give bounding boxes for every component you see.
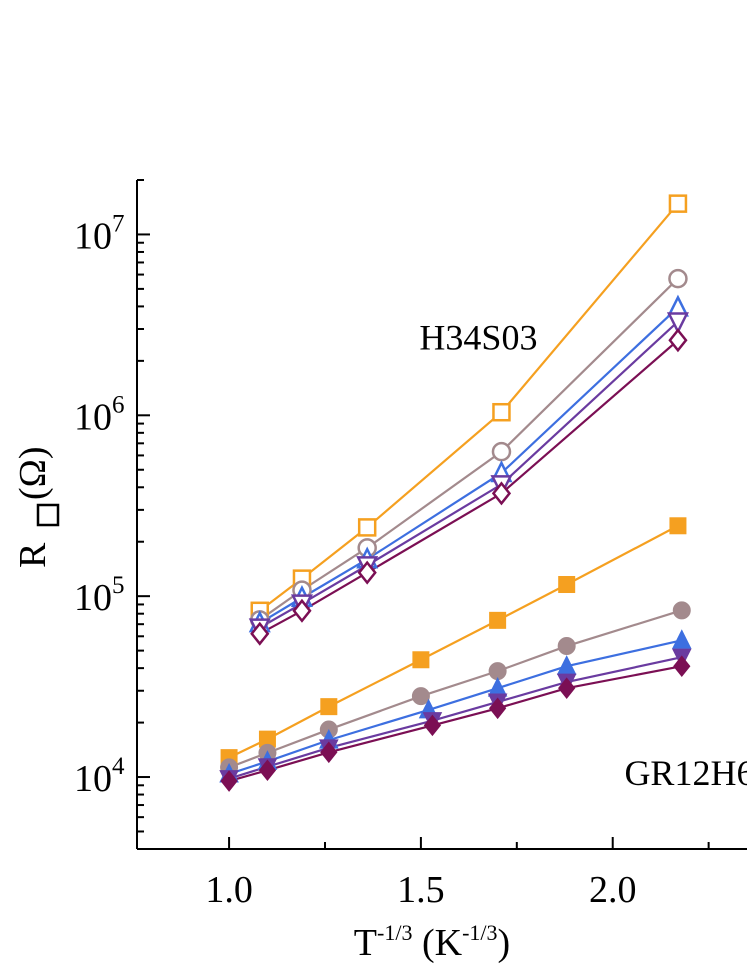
data-point — [423, 714, 442, 737]
data-point — [557, 637, 576, 656]
series-line-5 — [228, 524, 679, 759]
data-point — [668, 328, 688, 353]
y-axis-title: R (Ω) — [12, 446, 60, 568]
data-point — [320, 741, 338, 764]
data-point — [491, 481, 512, 506]
data-point — [668, 268, 688, 289]
annotation-h34s03: H34S03 — [419, 317, 537, 357]
y-tick-label: 105 — [74, 572, 125, 619]
series-markers — [219, 194, 692, 792]
series-line-0 — [259, 202, 679, 612]
y-axis-title-base: R — [12, 542, 54, 568]
data-point — [668, 194, 688, 213]
data-point — [357, 518, 377, 537]
axes — [136, 179, 747, 850]
svg-text:R: R — [12, 542, 54, 568]
y-tick-label: 106 — [74, 391, 125, 438]
x-tick-label: 1.5 — [397, 869, 445, 911]
data-point — [673, 655, 691, 677]
data-point — [411, 687, 430, 706]
series-line-7 — [228, 639, 683, 775]
x-axis-title-unit-open: (K — [412, 922, 462, 964]
data-point — [220, 770, 238, 792]
data-point — [672, 601, 691, 620]
x-axis-title-sup: -1/3 — [377, 920, 412, 945]
data-point — [412, 651, 430, 669]
data-point — [357, 560, 377, 585]
y-axis-title-unit: (Ω) — [12, 446, 54, 500]
x-tick-label: 2.0 — [589, 869, 637, 911]
data-point — [258, 759, 277, 782]
data-point — [558, 576, 576, 594]
data-point — [669, 517, 687, 535]
x-axis-title-unit-close: ) — [498, 922, 511, 964]
tick-labels: 1.0 1.5 2.0 104 105 106 107 — [74, 210, 636, 911]
square-subscript-icon — [36, 503, 60, 527]
series-lines — [228, 202, 683, 783]
data-point — [491, 441, 512, 462]
x-axis-title: T-1/3 (K-1/3) — [354, 920, 510, 964]
x-axis-title-unit-sup: -1/3 — [462, 920, 497, 945]
data-point — [671, 629, 692, 649]
x-tick-label: 1.0 — [205, 869, 253, 911]
data-point — [666, 312, 689, 335]
series-line-8 — [228, 656, 683, 780]
data-point — [320, 698, 338, 716]
series-line-6 — [228, 609, 683, 769]
data-point — [558, 677, 576, 699]
data-point — [492, 402, 511, 422]
data-point — [250, 621, 270, 646]
data-point — [489, 611, 507, 629]
series-line-4 — [259, 339, 679, 635]
data-point — [488, 697, 507, 720]
annotation-gr12h6: GR12H6 — [624, 753, 747, 793]
data-point — [292, 598, 312, 623]
y-tick-label: 107 — [74, 210, 125, 257]
x-axis-title-base: T — [354, 922, 377, 964]
y-tick-label: 104 — [74, 753, 125, 800]
svg-text:(Ω): (Ω) — [12, 446, 54, 500]
